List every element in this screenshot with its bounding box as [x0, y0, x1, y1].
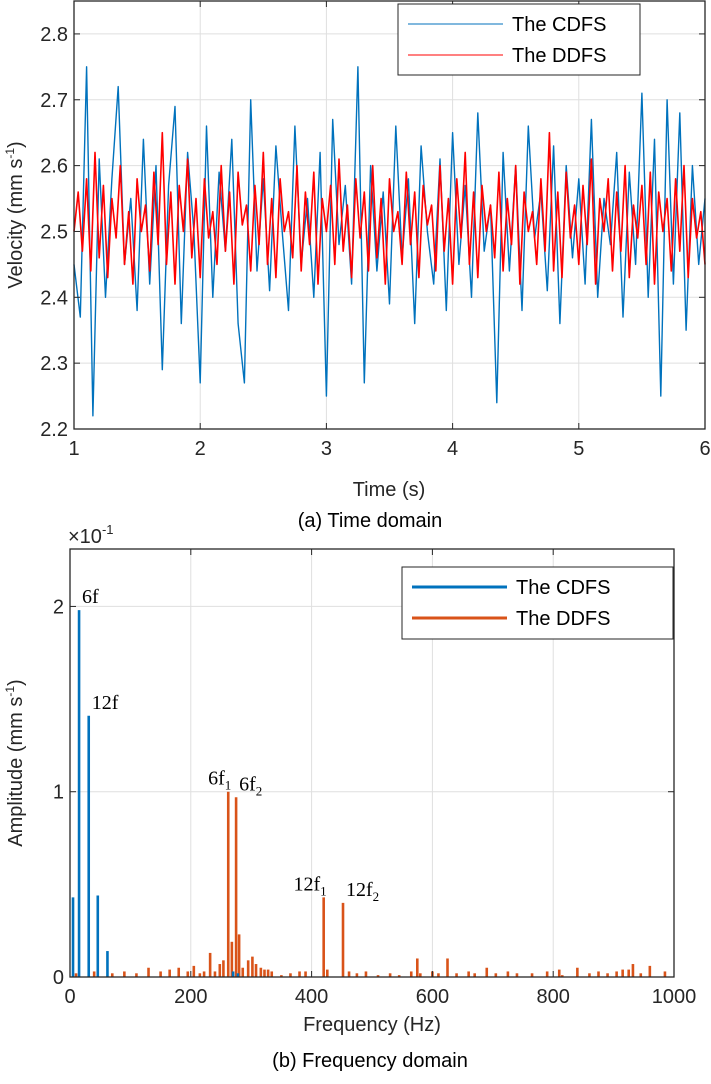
freq-y-tick-label: 0: [53, 967, 64, 989]
y-exponent-label: ×10-1: [68, 522, 114, 548]
time-legend-label: The CDFS: [512, 14, 606, 36]
freq-legend: [401, 566, 674, 640]
freq-x-axis-label: Frequency (Hz): [303, 1014, 441, 1036]
series-line-the-cdfs: [73, 66, 706, 417]
freq-axes-box: [69, 548, 675, 978]
freq-x-tick-label: 1000: [652, 986, 697, 1008]
peak-annotation: 6f1: [208, 768, 231, 793]
freq-y-tick-label: 2: [53, 596, 64, 618]
time-legend-label: The DDFS: [512, 45, 606, 67]
annotation-text: 6f: [82, 586, 99, 608]
y-label-close: ): [5, 141, 27, 148]
peak-annotation: 6f2: [239, 773, 262, 798]
y-label-text: Velocity (mm s: [5, 159, 27, 289]
annotation-subscript: 2: [373, 889, 380, 904]
time-y-axis-label: Velocity (mm s-1): [3, 141, 27, 288]
annotation-text: 12f: [294, 873, 321, 895]
time-y-tick-label: 2.5: [40, 221, 68, 243]
time-x-tick-label: 4: [447, 438, 458, 460]
peak-annotation: 6f: [82, 586, 99, 608]
freq-legend-label: The CDFS: [516, 577, 610, 599]
exponent-power: -1: [102, 522, 114, 537]
time-domain-chart: 1 2 3 4 5 6 2.2 2.3 2.4 2.5 2.6 2.7 2.8 The CDFS The D…: [3, 0, 711, 532]
freq-x-tick-label: 0: [64, 986, 75, 1008]
peak-annotation: 12f: [92, 692, 119, 714]
y-label-close: ): [5, 679, 27, 686]
time-legend: [397, 3, 641, 76]
caption-a: (a) Time domain: [298, 510, 443, 532]
time-x-tick-label: 1: [68, 438, 79, 460]
time-axes-box: [73, 0, 706, 430]
annotation-subscript: 2: [256, 783, 263, 798]
time-y-tick-label: 2.4: [40, 287, 68, 309]
freq-x-tick-label: 200: [174, 986, 207, 1008]
annotation-subscript: 1: [225, 778, 232, 793]
freq-x-tick-label: 600: [416, 986, 449, 1008]
y-label-superscript: -1: [3, 686, 17, 697]
series-line-the-ddfs: [73, 131, 706, 285]
annotation-text: 12f: [92, 692, 119, 714]
time-x-tick-label: 5: [573, 438, 584, 460]
y-label-text: Amplitude (mm s: [5, 697, 27, 847]
y-label-superscript: -1: [3, 148, 17, 159]
annotation-subscript: 1: [320, 883, 327, 898]
peak-annotation: 12f1: [294, 873, 327, 898]
time-x-tick-label: 2: [195, 438, 206, 460]
freq-x-tick-label: 400: [295, 986, 328, 1008]
freq-y-axis-label: Amplitude (mm s-1): [3, 679, 27, 846]
time-x-tick-label: 3: [321, 438, 332, 460]
annotation-text: 6f: [239, 773, 256, 795]
caption-b: (b) Frequency domain: [272, 1050, 468, 1072]
time-y-tick-label: 2.7: [40, 90, 68, 112]
time-x-axis-label: Time (s): [353, 479, 426, 501]
freq-legend-label: The DDFS: [516, 608, 610, 630]
exponent-base: ×10: [68, 526, 102, 548]
freq-y-tick-label: 1: [53, 782, 64, 804]
annotation-text: 12f: [346, 879, 373, 901]
time-y-tick-label: 2.3: [40, 353, 68, 375]
time-y-tick-label: 2.6: [40, 156, 68, 178]
time-y-tick-label: 2.8: [40, 24, 68, 46]
time-y-tick-label: 2.2: [40, 419, 68, 441]
time-x-tick-label: 6: [699, 438, 710, 460]
peak-annotation: 12f2: [346, 879, 379, 904]
freq-x-tick-label: 800: [537, 986, 570, 1008]
annotation-text: 6f: [208, 768, 225, 790]
